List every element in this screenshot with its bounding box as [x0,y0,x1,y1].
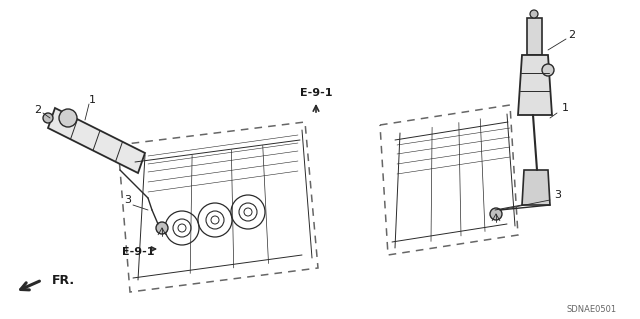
Text: SDNAE0501: SDNAE0501 [567,306,617,315]
Polygon shape [518,55,552,115]
Text: FR.: FR. [52,273,75,286]
Text: 1: 1 [561,103,568,113]
Circle shape [156,222,168,234]
Circle shape [59,109,77,127]
Text: E-9-1: E-9-1 [300,88,332,98]
Circle shape [542,64,554,76]
Circle shape [530,10,538,18]
Text: 2: 2 [568,30,575,40]
Polygon shape [527,18,542,55]
Text: 1: 1 [88,95,95,105]
Text: 3: 3 [554,190,561,200]
Polygon shape [48,108,145,173]
Circle shape [43,113,53,123]
Text: 2: 2 [35,105,42,115]
Circle shape [490,208,502,220]
Text: E-9-1: E-9-1 [122,247,154,257]
Text: 3: 3 [125,195,131,205]
Polygon shape [522,170,550,205]
